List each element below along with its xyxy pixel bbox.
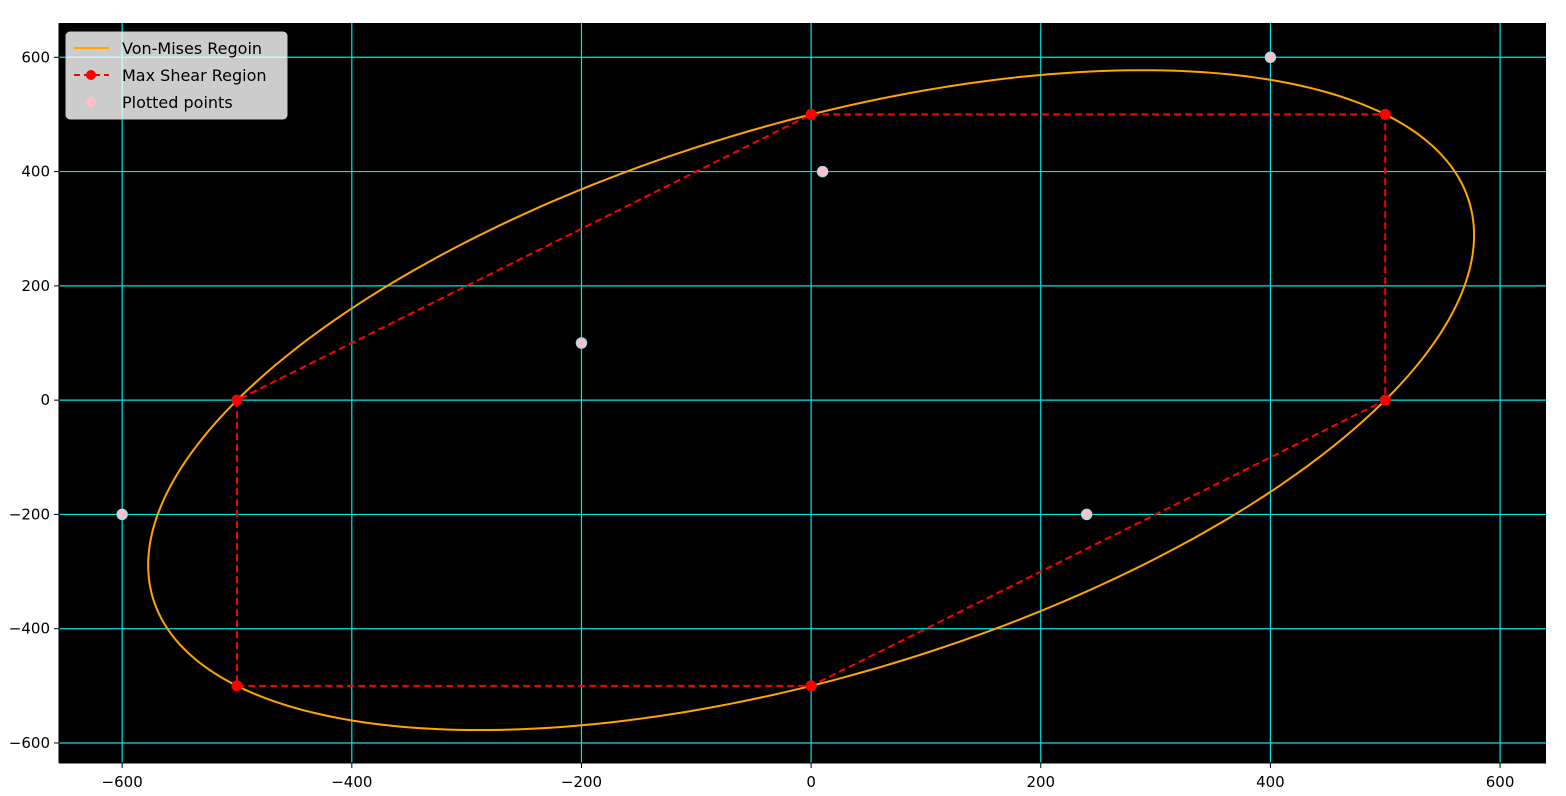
legend-points-label: Plotted points bbox=[122, 93, 233, 112]
max-shear-marker bbox=[1379, 108, 1391, 120]
series-layer bbox=[116, 51, 1476, 732]
x-tick-label: 0 bbox=[806, 773, 816, 791]
legend-max-shear-label: Max Shear Region bbox=[122, 66, 267, 85]
scatter-point bbox=[816, 165, 829, 178]
y-tick-label: −600 bbox=[9, 734, 50, 752]
y-tick-label: −200 bbox=[9, 505, 50, 523]
y-tick-label: −400 bbox=[9, 620, 50, 638]
x-tick-label: −200 bbox=[561, 773, 602, 791]
max-shear-marker bbox=[231, 680, 243, 692]
x-tick-label: 400 bbox=[1256, 773, 1285, 791]
scatter-point bbox=[1080, 508, 1093, 521]
axes-layer bbox=[58, 23, 1546, 764]
max-shear-marker bbox=[805, 680, 817, 692]
y-tick-label: 200 bbox=[21, 277, 50, 295]
scatter-point bbox=[116, 508, 128, 521]
legend-max-shear-marker bbox=[86, 70, 96, 80]
ticks-layer: −600 −400 −200 0 200 400 600 −600 −400 −200 0 200 40… bbox=[9, 48, 1515, 791]
plot-background bbox=[59, 23, 1546, 763]
y-tick-label: 600 bbox=[21, 48, 50, 66]
x-tick-label: 600 bbox=[1486, 773, 1515, 791]
y-tick-label: 0 bbox=[40, 391, 50, 409]
x-tick-label: −600 bbox=[102, 773, 143, 791]
grid-layer bbox=[59, 23, 1546, 763]
max-shear-marker bbox=[1379, 394, 1391, 406]
legend-points-marker bbox=[86, 97, 96, 107]
scatter-point bbox=[1264, 51, 1277, 64]
y-tick-label: 400 bbox=[21, 163, 50, 181]
legend-von-mises-label: Von-Mises Regoin bbox=[122, 39, 262, 58]
max-shear-marker bbox=[805, 108, 817, 120]
x-tick-label: −400 bbox=[331, 773, 372, 791]
scatter-point bbox=[575, 337, 588, 349]
x-tick-label: 200 bbox=[1026, 773, 1055, 791]
legend: Von-Mises Regoin Max Shear Region Plotte… bbox=[65, 31, 288, 120]
legend-box bbox=[65, 31, 288, 120]
max-shear-marker bbox=[231, 394, 243, 406]
